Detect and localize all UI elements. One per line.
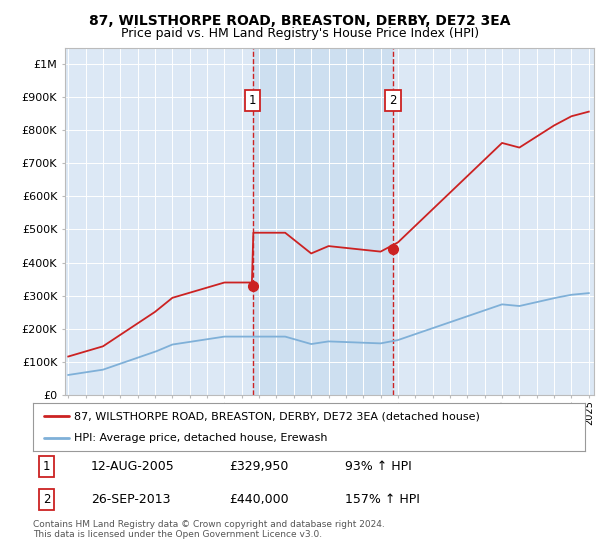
Text: 2: 2 — [43, 493, 50, 506]
Text: 93% ↑ HPI: 93% ↑ HPI — [345, 460, 412, 473]
Text: £440,000: £440,000 — [229, 493, 289, 506]
Text: 2: 2 — [389, 94, 397, 107]
Text: 1: 1 — [43, 460, 50, 473]
Text: 12-AUG-2005: 12-AUG-2005 — [91, 460, 175, 473]
Text: Price paid vs. HM Land Registry's House Price Index (HPI): Price paid vs. HM Land Registry's House … — [121, 27, 479, 40]
Bar — [253, 48, 393, 395]
Text: 87, WILSTHORPE ROAD, BREASTON, DERBY, DE72 3EA: 87, WILSTHORPE ROAD, BREASTON, DERBY, DE… — [89, 14, 511, 28]
Text: 87, WILSTHORPE ROAD, BREASTON, DERBY, DE72 3EA (detached house): 87, WILSTHORPE ROAD, BREASTON, DERBY, DE… — [74, 411, 480, 421]
Text: £329,950: £329,950 — [229, 460, 289, 473]
Text: 157% ↑ HPI: 157% ↑ HPI — [345, 493, 420, 506]
Text: HPI: Average price, detached house, Erewash: HPI: Average price, detached house, Erew… — [74, 433, 328, 443]
Text: 1: 1 — [249, 94, 256, 107]
Text: 26-SEP-2013: 26-SEP-2013 — [91, 493, 170, 506]
Text: Contains HM Land Registry data © Crown copyright and database right 2024.
This d: Contains HM Land Registry data © Crown c… — [33, 520, 385, 539]
